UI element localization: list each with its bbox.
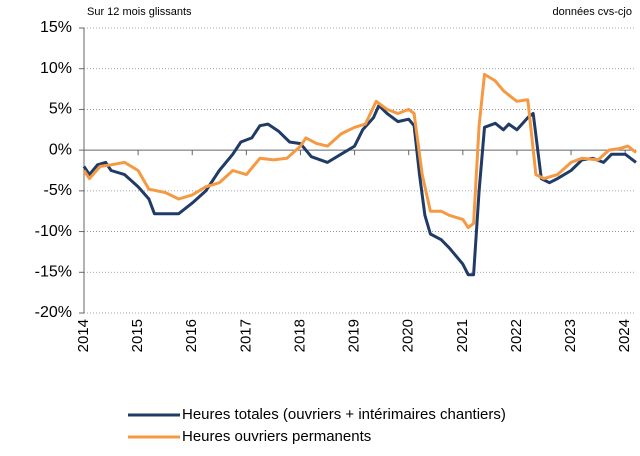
y-tick-label: -10% [35, 223, 72, 240]
y-tick-label: -15% [35, 264, 72, 281]
x-tick-label: 2015 [129, 319, 146, 352]
x-tick-label: 2019 [346, 319, 363, 352]
x-tick-label: 2020 [400, 319, 417, 352]
legend-label: Heures ouvriers permanents [182, 428, 371, 445]
x-tick-label: 2016 [183, 319, 200, 352]
x-tick-label: 2023 [562, 319, 579, 352]
annotation: Sur 12 mois glissants [87, 6, 192, 18]
x-tick-label: 2021 [454, 319, 471, 352]
annotation: données cvs-cjo [553, 6, 633, 18]
y-tick-label: -5% [44, 182, 72, 199]
x-tick-label: 2024 [616, 319, 633, 352]
y-tick-label: 0% [49, 141, 72, 158]
y-tick-label: 15% [40, 19, 72, 36]
x-tick-label: 2017 [237, 319, 254, 352]
y-tick-label: 10% [40, 60, 72, 77]
x-tick-label: 2022 [508, 319, 525, 352]
legend-label: Heures totales (ouvriers + intérimaires … [182, 406, 506, 423]
series-line [82, 103, 637, 277]
x-tick-label: 2018 [291, 319, 308, 352]
y-tick-label: -20% [35, 304, 72, 321]
y-tick-label: 5% [49, 101, 72, 118]
x-tick-label: 2014 [75, 319, 92, 352]
series-line [82, 72, 637, 229]
